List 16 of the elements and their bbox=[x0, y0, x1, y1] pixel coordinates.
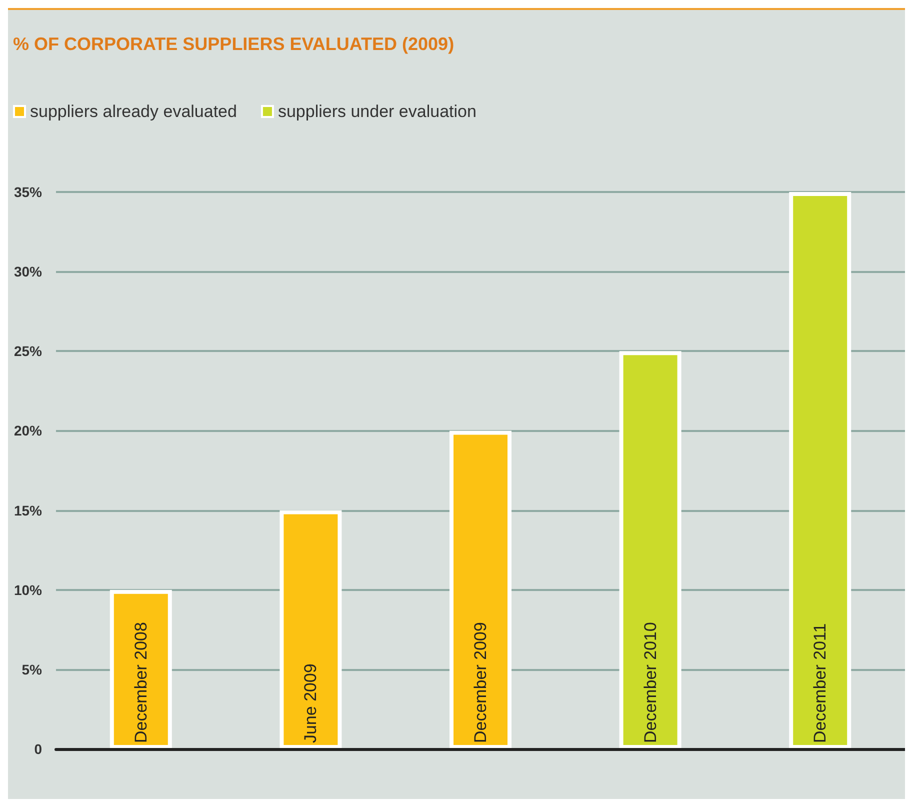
y-tick-label: 30% bbox=[14, 264, 43, 280]
y-tick-label: 20% bbox=[14, 422, 43, 439]
x-tick-label: December 2008 bbox=[131, 622, 150, 743]
y-tick-label: 25% bbox=[14, 343, 43, 360]
y-tick-label: 35% bbox=[14, 184, 43, 200]
y-tick-label: 0 bbox=[34, 741, 42, 757]
y-tick-label: 5% bbox=[22, 661, 43, 678]
x-tick-label: June 2009 bbox=[301, 664, 320, 743]
x-tick-label: December 2009 bbox=[471, 622, 490, 743]
y-tick-label: 10% bbox=[14, 582, 43, 598]
legend-label: suppliers under evaluation bbox=[278, 102, 476, 121]
chart-title: % OF CORPORATE SUPPLIERS EVALUATED (2009) bbox=[13, 34, 454, 54]
y-tick-label: 15% bbox=[14, 502, 43, 518]
x-tick-label: December 2011 bbox=[810, 623, 830, 743]
legend-label: suppliers already evaluated bbox=[30, 102, 237, 121]
x-tick-label: December 2010 bbox=[640, 622, 660, 743]
